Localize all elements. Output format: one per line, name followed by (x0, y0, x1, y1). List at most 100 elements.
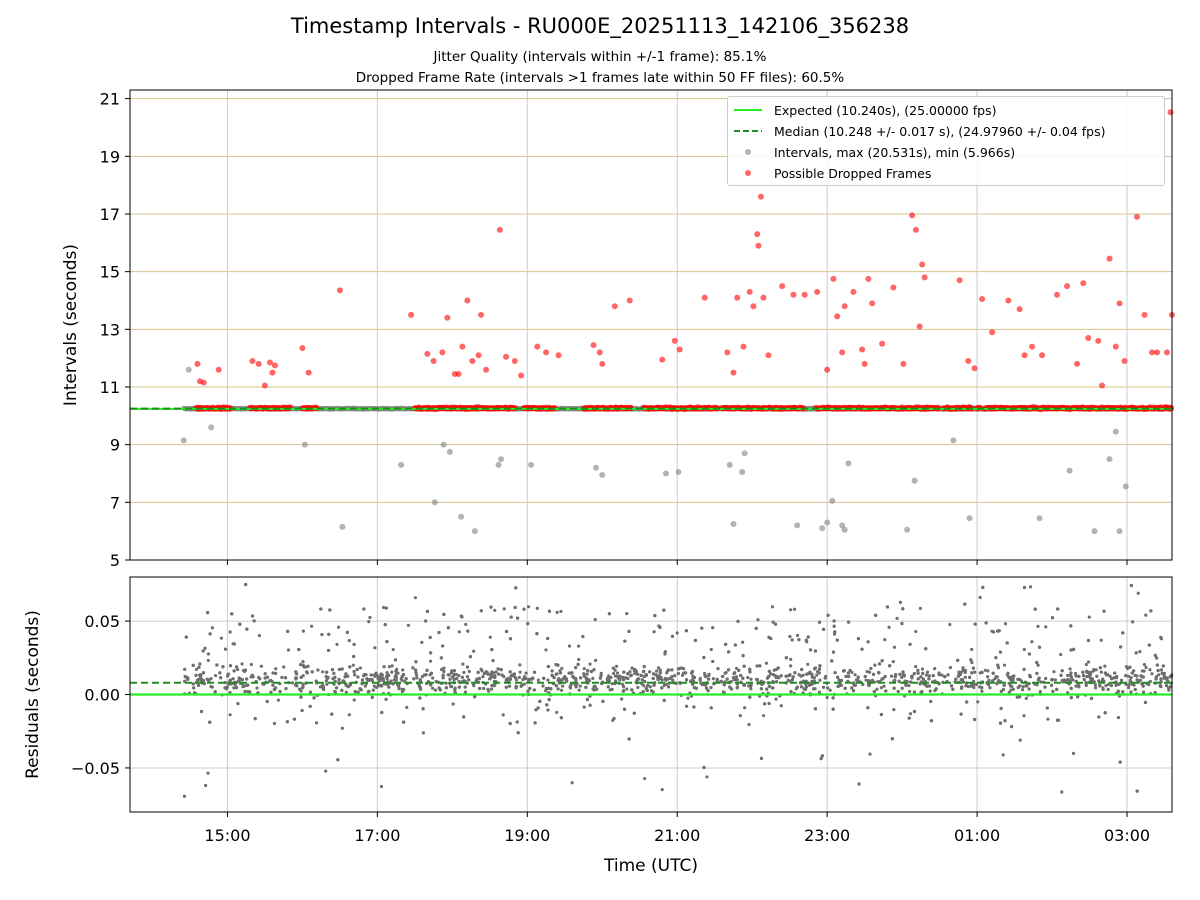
residual-point (799, 685, 804, 689)
residual-point (249, 662, 253, 667)
residual-point (832, 619, 836, 623)
residual-point (884, 689, 888, 693)
dropped-frame-outlier-point (850, 288, 857, 295)
residual-point (557, 677, 561, 681)
residual-point (1051, 689, 1055, 693)
residual-point (734, 675, 739, 679)
residual-point (203, 646, 207, 650)
residual-point (921, 677, 925, 681)
residual-point (890, 674, 894, 678)
residual-point (755, 677, 759, 681)
residual-point (1001, 753, 1005, 757)
residual-point (351, 663, 355, 667)
interval-outlier-point (829, 497, 836, 504)
residual-point (1150, 672, 1154, 676)
dropped-frame-outlier-point (879, 340, 886, 347)
residual-point (1003, 719, 1007, 723)
residual-point (652, 630, 656, 634)
residual-point (592, 684, 596, 688)
residual-point (286, 648, 291, 652)
residual-point (956, 658, 960, 662)
dropped-frame-outlier-point (599, 360, 606, 367)
residual-point (358, 687, 362, 691)
residual-point (769, 672, 773, 676)
residual-point (759, 687, 763, 691)
residual-point (517, 675, 521, 679)
y-tick-label: 15 (100, 263, 120, 282)
residual-point (509, 674, 513, 678)
dropped-frame-outlier-point (701, 294, 708, 301)
residual-point (997, 679, 1001, 683)
residual-point (516, 616, 520, 620)
residual-point (749, 677, 753, 681)
residual-point (460, 675, 464, 679)
residual-point (961, 680, 966, 684)
residual-point (298, 662, 303, 667)
residual-point (340, 688, 344, 692)
residual-point (272, 721, 277, 726)
residual-point (734, 666, 739, 671)
residual-point (1007, 690, 1011, 695)
residual-point (984, 621, 988, 625)
residual-point (414, 673, 419, 677)
residual-point (197, 665, 201, 669)
residual-point (321, 686, 325, 690)
dropped-frame-outlier-point (249, 358, 256, 365)
residual-point (748, 667, 752, 671)
residual-point (1159, 677, 1163, 681)
residual-point (773, 622, 778, 626)
dropped-frame-outlier-point (475, 352, 482, 359)
residual-point (310, 670, 314, 674)
residual-point (1046, 717, 1050, 721)
residual-point (912, 690, 917, 694)
residual-point (515, 720, 519, 724)
residual-point (655, 675, 660, 679)
residual-point (1099, 670, 1103, 674)
residual-point (700, 683, 704, 687)
residual-point (748, 670, 752, 674)
residual-point (314, 721, 319, 725)
residual-point (994, 675, 998, 679)
residual-point (1138, 649, 1142, 654)
residual-point (544, 648, 548, 652)
residual-point (627, 629, 631, 633)
residual-point (591, 676, 595, 680)
residual-point (868, 670, 872, 674)
dropped-frame-outlier-point (255, 360, 262, 367)
jitter-quality-subtitle: Jitter Quality (intervals within +/-1 fr… (433, 49, 767, 65)
residual-point (908, 642, 912, 646)
residual-point (593, 658, 598, 662)
residual-point (363, 684, 367, 688)
residual-point (771, 620, 775, 624)
residual-point (197, 673, 202, 677)
residual-point (301, 682, 305, 686)
residual-point (1059, 652, 1063, 657)
residual-point (547, 609, 552, 613)
residual-point (775, 680, 779, 684)
residual-point (863, 674, 867, 679)
residual-point (789, 664, 793, 668)
residual-point (310, 624, 314, 628)
interval-outlier-point (446, 448, 453, 455)
residual-point (547, 698, 551, 702)
residual-point (789, 657, 793, 661)
dropped-frame-outlier-point (1039, 352, 1046, 359)
residual-point (711, 676, 715, 681)
residual-point (1148, 679, 1152, 684)
residual-point (866, 706, 870, 710)
residual-point (509, 615, 513, 619)
residual-point (804, 638, 808, 642)
residual-point (183, 674, 187, 679)
residual-point (970, 647, 974, 652)
residual-point (658, 671, 662, 675)
dropped-frame-outlier-point (1116, 300, 1123, 307)
residual-point (250, 614, 255, 618)
residual-point (1073, 671, 1078, 676)
residual-point (925, 670, 930, 674)
residual-point (670, 634, 675, 638)
residual-point (825, 695, 829, 700)
residual-point (980, 670, 984, 674)
residual-point (1108, 674, 1112, 678)
dropped-frame-outlier-point (916, 323, 923, 330)
residual-point (1135, 789, 1139, 793)
